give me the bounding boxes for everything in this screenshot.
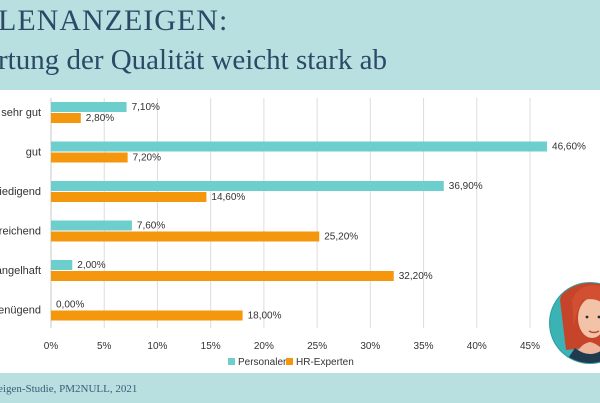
- bar-personaler: [51, 141, 548, 152]
- category-label: sreichend: [0, 226, 41, 238]
- x-tick-label: 0%: [44, 341, 59, 352]
- x-tick-label: 40%: [467, 341, 487, 352]
- bar-hr-experten: [51, 113, 81, 123]
- legend-swatch: [286, 358, 293, 365]
- category-label: gut: [26, 147, 41, 159]
- data-label: 7,10%: [132, 102, 160, 113]
- category-label: genügend: [0, 305, 41, 317]
- data-label: 36,90%: [449, 181, 483, 192]
- category-label: angelhaft: [0, 265, 41, 277]
- category-label: riedigend: [0, 186, 41, 198]
- data-label: 7,20%: [133, 153, 161, 164]
- x-tick-label: 45%: [520, 341, 540, 352]
- data-label: 25,20%: [324, 232, 358, 243]
- bar-hr-experten: [51, 310, 243, 321]
- x-tick-label: 10%: [147, 341, 167, 352]
- source-footer: eigen-Studie, PM2NULL, 2021: [0, 383, 138, 395]
- legend-label: Personaler: [238, 357, 287, 368]
- bar-personaler: [51, 181, 444, 191]
- x-tick-label: 15%: [201, 341, 221, 352]
- bar-hr-experten: [51, 152, 128, 163]
- category-label: sehr gut: [1, 107, 41, 119]
- data-label: 32,20%: [399, 271, 433, 282]
- bar-hr-experten: [51, 231, 320, 242]
- legend-swatch: [228, 358, 235, 365]
- data-label: 18,00%: [248, 311, 282, 322]
- x-tick-label: 5%: [97, 341, 112, 352]
- x-tick-label: 20%: [254, 341, 274, 352]
- data-label: 7,60%: [137, 221, 165, 232]
- bar-hr-experten: [51, 271, 394, 281]
- bar-personaler: [51, 102, 127, 112]
- bar-hr-experten: [51, 192, 207, 202]
- legend-label: HR-Experten: [296, 357, 354, 368]
- data-label: 14,60%: [211, 192, 245, 203]
- data-label: 0,00%: [56, 300, 84, 311]
- bar-personaler: [51, 260, 73, 270]
- bar-personaler: [51, 220, 132, 231]
- x-tick-label: 35%: [414, 341, 434, 352]
- x-tick-label: 30%: [360, 341, 380, 352]
- data-label: 2,00%: [77, 260, 105, 271]
- x-tick-label: 25%: [307, 341, 327, 352]
- chart-title-line2: rtung der Qualität weicht stark ab: [0, 44, 387, 76]
- chart-title-line1: LENANZEIGEN:: [0, 4, 229, 37]
- avatar-illustration: [549, 282, 600, 364]
- data-label: 2,80%: [86, 113, 114, 124]
- data-label: 46,60%: [552, 142, 586, 153]
